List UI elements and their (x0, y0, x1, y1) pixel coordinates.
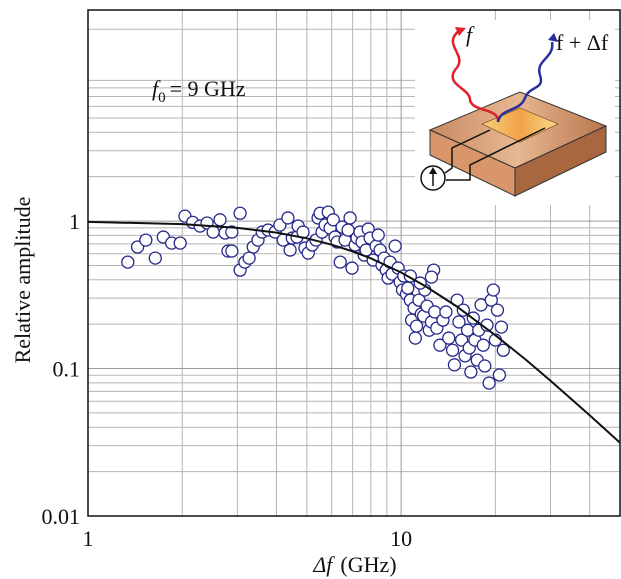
data-point (173, 236, 187, 250)
data-point (225, 225, 239, 239)
data-point (343, 211, 357, 225)
data-point (139, 233, 153, 247)
data-point (482, 376, 496, 390)
input-wave (451, 29, 500, 123)
data-point (401, 281, 415, 295)
output-arrow (548, 33, 558, 42)
data-point (371, 228, 385, 242)
wire (444, 129, 491, 174)
data-point (439, 305, 453, 319)
output-wave (496, 41, 554, 123)
data-point (445, 343, 460, 357)
data-point (206, 225, 220, 239)
data-point (476, 338, 490, 352)
x-axis-title: Δf (GHz) (312, 552, 396, 577)
data-point (326, 213, 340, 227)
data-point (213, 213, 227, 227)
data-point (148, 251, 162, 265)
plot-frame (87, 9, 621, 517)
fit-curve (87, 220, 621, 444)
marks (87, 205, 621, 444)
y-tick-label: 0.1 (53, 357, 81, 382)
inset-label: f (466, 22, 475, 47)
data-point (409, 319, 424, 333)
x-tick-label: 10 (390, 526, 412, 551)
data-point (424, 270, 439, 284)
annotation-text: = 9 GHz (170, 76, 246, 101)
data-point (486, 283, 500, 297)
annotation-symbol: f (152, 76, 161, 101)
x-axis-unit: (GHz) (340, 552, 396, 577)
data-point (242, 251, 256, 265)
data-point (464, 365, 478, 379)
y-tick-label: 1 (69, 209, 80, 234)
data-point (490, 303, 505, 317)
data-point (494, 320, 509, 334)
data-point (283, 243, 297, 257)
meter-arrow (429, 167, 437, 174)
wire (446, 127, 546, 181)
data-point (452, 315, 466, 329)
data-point (478, 359, 492, 373)
annotation-subscript: 0 (158, 90, 166, 106)
inset-label: f + Δf (556, 30, 609, 55)
data-point (454, 333, 469, 347)
inset-diagram: f f + Δf (415, 20, 615, 205)
y-axis-title: Relative amplitude (10, 197, 35, 364)
data-point (408, 331, 422, 345)
data-point (442, 331, 456, 345)
data-point (225, 244, 239, 258)
data-point (333, 255, 347, 269)
annotation: f0 = 9 GHz (152, 76, 246, 106)
y-tick-label: 0.01 (42, 504, 81, 529)
x-tick-label: 1 (83, 526, 94, 551)
data-point (496, 343, 510, 357)
data-point (345, 261, 359, 275)
data-point (492, 368, 507, 382)
x-axis-symbol: Δf (312, 552, 335, 577)
data-point (281, 211, 295, 225)
data-point (388, 239, 402, 253)
data-point (433, 338, 447, 352)
slab-side (514, 125, 607, 197)
input-arrow (455, 27, 466, 36)
data-point (121, 255, 135, 269)
data-point (233, 206, 247, 220)
data-point (447, 358, 462, 372)
